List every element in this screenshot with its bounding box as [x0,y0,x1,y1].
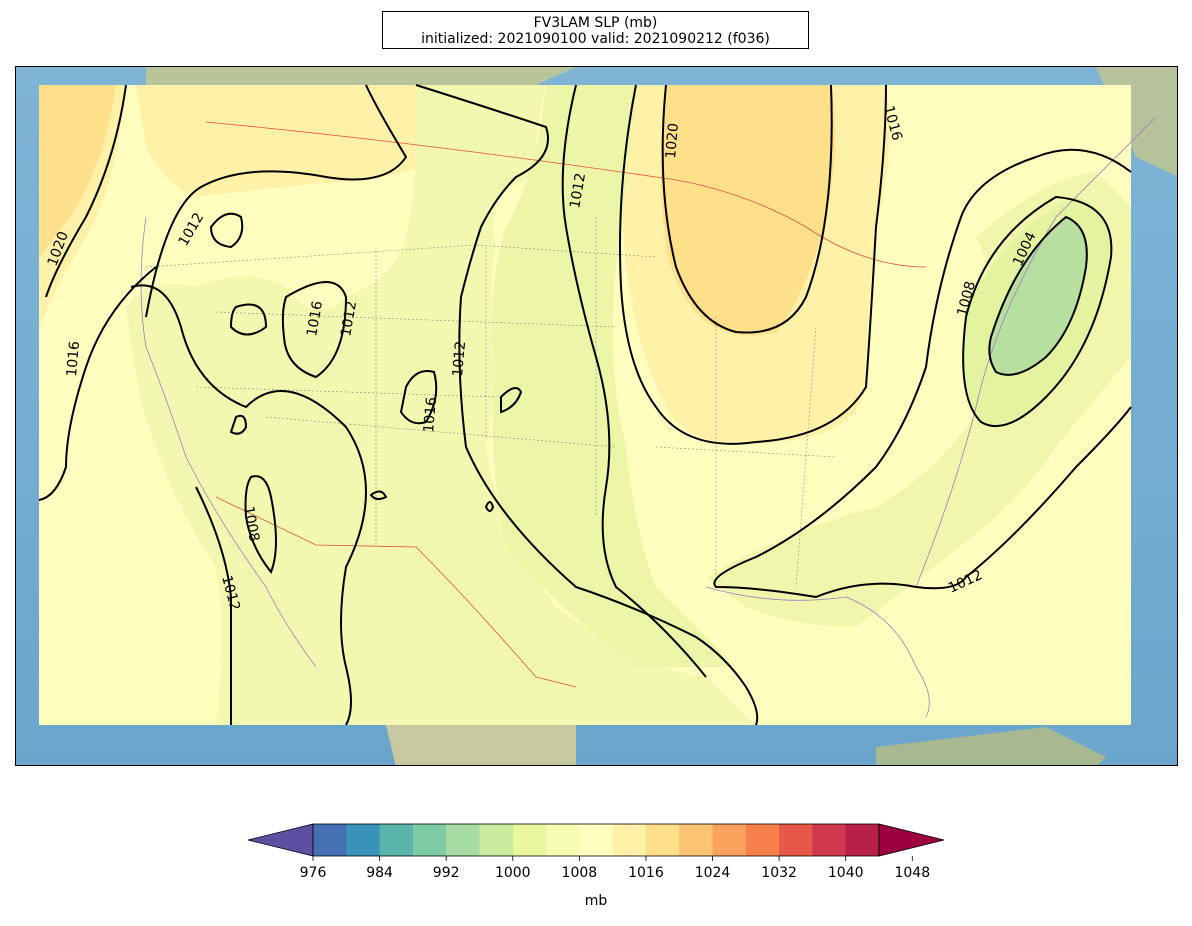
colorbar-swatch [412,824,447,856]
contour-label: 1016 [421,396,440,433]
contour-label: 1020 [663,122,682,159]
colorbar-tick-label: 1016 [628,865,664,881]
isobar-1004-east [988,215,1088,376]
colorbar-swatch [346,824,381,856]
colorbar-ticks: 976 984 992 1000 1008 1016 1024 1032 1040 1048 [300,856,930,881]
state-borders [145,217,837,588]
isobar-closed-e [500,387,523,414]
gulf-coastline [705,586,930,718]
east-coastline [915,116,1157,588]
colorbar-swatch [845,824,880,856]
contour-label: 1008 [240,505,262,543]
map-title-line-2: initialized: 2021090100 valid: 202109021… [421,31,770,47]
colorbar-swatch [612,824,647,856]
colorbar-swatch [479,824,514,856]
colorbar-tick-label: 1008 [562,865,598,881]
colorbar-svg: 976 984 992 1000 1008 1016 1024 1032 1040 1048 mb [247,823,945,909]
mexico-border [215,496,577,688]
land-cuba [876,727,1106,765]
colorbar-swatches [247,823,945,857]
colorbar-swatch [313,824,347,856]
colorbar-tick-label: 1048 [894,865,930,881]
contour-label: 1012 [338,300,360,338]
isobar-1016-closed-a [209,212,244,249]
isobar-1016-north [145,84,408,318]
isobar-1020-nw [45,84,127,298]
contour-label: 1016 [304,300,326,338]
contour-label: 1016 [64,340,83,377]
colorbar-swatch [579,824,614,856]
west-coastline [140,216,317,668]
colorbar-extend-low [247,823,314,857]
isobar-1016-nw [38,266,157,501]
map-title-line-1: FV3LAM SLP (mb) [533,15,658,31]
colorbar-swatch [712,824,747,856]
contour-label: 1012 [450,340,469,377]
high-region-north [136,85,465,197]
canada-border [205,121,927,268]
isobar-closed-i [484,501,495,512]
contour-label: 1012 [567,172,589,210]
high-core-great-lakes [661,85,835,336]
isobar-1016-closed-d [399,370,438,425]
land-mexico-fringe [386,725,576,765]
colorbar-outline [312,823,880,857]
isobar-1012-sw [195,486,233,725]
colorbar-swatch [779,824,813,856]
land-north-fringe [146,67,576,85]
colorbar-extend-high [878,823,945,857]
isobar-1020-great-lakes [661,84,833,334]
isobars [38,84,1132,726]
isobar-1016-great-lakes [619,84,887,445]
isobar-closed-f [229,414,248,435]
colorbar-tick-label: 1000 [495,865,531,881]
colorbar-swatch [546,824,580,856]
isobar-closed-h [369,490,388,501]
isobar-1012-plains [561,84,707,678]
isobar-closed-b [229,303,268,336]
colorbar-tick-label: 976 [300,865,327,881]
colorbar-swatch [679,824,714,856]
low-region-west [126,85,756,725]
low-region-plains [492,85,736,667]
isobar-1012-central [415,84,759,726]
colorbar-swatch [812,824,847,856]
colorbar-unit-label: mb [585,893,608,909]
colorbar-tick-label: 1032 [761,865,797,881]
slp-map: 1020 1016 1012 1016 1012 1012 1016 1008 … [16,67,1177,765]
colorbar-swatch [745,824,780,856]
map-title: FV3LAM SLP (mb) initialized: 2021090100 … [382,11,809,49]
colorbar-swatch [512,824,547,856]
map-panel: 1020 1016 1012 1016 1012 1012 1016 1008 … [15,66,1178,766]
isobar-1008-closed-g [244,475,277,574]
isobar-1008-east [962,195,1113,427]
colorbar-swatch [645,824,680,856]
colorbar-swatch [446,824,480,856]
colorbar-tick-label: 984 [366,865,393,881]
colorbar: 976 984 992 1000 1008 1016 1024 1032 1040 1048 mb [245,822,947,922]
colorbar-tick-label: 1040 [828,865,864,881]
isobar-1012-west [130,284,367,726]
high-core-northwest [39,85,116,257]
isobar-1012-closed-c [281,281,348,379]
colorbar-tick-label: 992 [433,865,460,881]
colorbar-tick-label: 1024 [695,865,731,881]
isobar-1012-east [713,148,1132,599]
colorbar-swatch [379,824,414,856]
